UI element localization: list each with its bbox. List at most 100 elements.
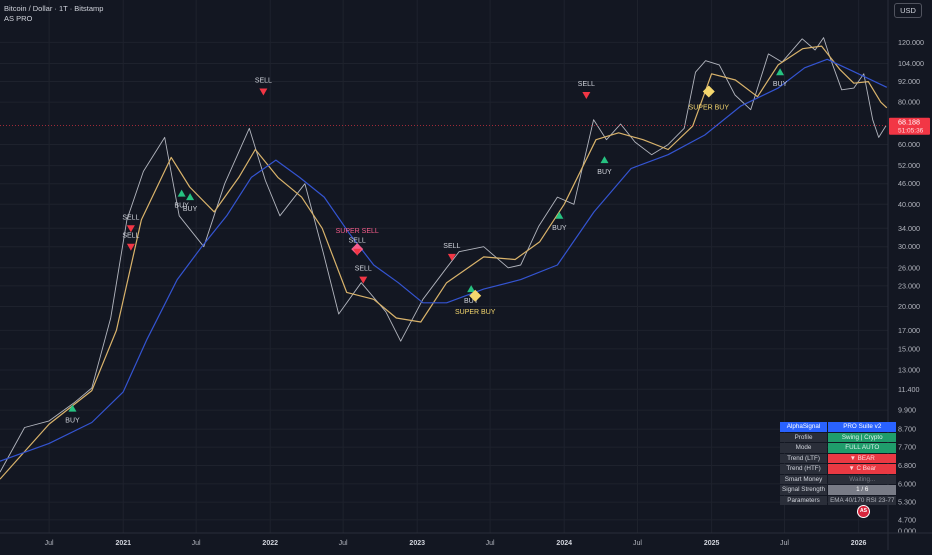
buy-marker bbox=[555, 211, 564, 219]
sell-label: SELL bbox=[122, 233, 139, 240]
info-table-value: FULL AUTO bbox=[828, 443, 897, 453]
sell-label: SELL bbox=[578, 81, 595, 88]
info-table-value: Swing | Crypto bbox=[828, 432, 897, 442]
buy-label: BUY bbox=[183, 206, 198, 213]
indicator-name: AS PRO bbox=[4, 14, 33, 23]
info-table-key: Signal Strength bbox=[780, 485, 828, 495]
super-buy-marker bbox=[469, 289, 482, 302]
super-buy-label: SUPER BUY bbox=[455, 309, 496, 316]
sell-label: SELL bbox=[349, 238, 366, 245]
info-table-value: ▼ C Bear bbox=[828, 464, 897, 474]
price-tick-label: 7.700 bbox=[898, 443, 916, 452]
buy-label: BUY bbox=[65, 418, 80, 425]
sell-marker bbox=[582, 91, 591, 99]
info-table-key: Trend (LTF) bbox=[780, 453, 828, 463]
sell-label: SELL bbox=[355, 266, 372, 273]
info-table-key: Parameters bbox=[780, 495, 828, 505]
buy-label: BUY bbox=[174, 203, 189, 210]
buy-marker bbox=[177, 189, 186, 197]
last-price-badge bbox=[889, 117, 930, 135]
price-tick-label: 17.000 bbox=[898, 326, 920, 335]
info-table-key: Profile bbox=[780, 432, 828, 442]
sell-label: SELL bbox=[443, 243, 460, 250]
price-tick-label: 80.000 bbox=[898, 98, 920, 107]
symbol-title: Bitcoin / Dollar · 1T · Bitstamp bbox=[4, 4, 104, 13]
sell-marker bbox=[359, 276, 368, 284]
time-axis-label: 2022 bbox=[262, 540, 278, 547]
buy-marker bbox=[186, 193, 195, 201]
sell-marker bbox=[126, 225, 135, 233]
info-table-row: Trend (HTF) ▼ C Bear bbox=[780, 464, 897, 474]
price-tick-label: 30.000 bbox=[898, 242, 920, 251]
info-table-key: AlphaSignal bbox=[780, 422, 828, 432]
price-tick-label: 120.000 bbox=[898, 38, 924, 47]
price-tick-label: 9.900 bbox=[898, 406, 916, 415]
info-table-row: AlphaSignal PRO Suite v2 bbox=[780, 422, 897, 432]
info-table-row: Smart Money Waiting... bbox=[780, 474, 897, 484]
time-axis-label: 2024 bbox=[556, 540, 572, 547]
time-axis-label: 2025 bbox=[704, 540, 720, 547]
price-tick-label: 0.000 bbox=[898, 527, 916, 536]
sell-marker bbox=[353, 248, 362, 256]
time-axis-label: Jul bbox=[633, 540, 642, 547]
price-tick-label: 23.000 bbox=[898, 281, 920, 290]
buy-marker bbox=[68, 404, 77, 412]
buy-label: BUY bbox=[773, 81, 788, 88]
info-table-row: Mode FULL AUTO bbox=[780, 443, 897, 453]
price-tick-label: 11.400 bbox=[898, 385, 919, 394]
buy-marker bbox=[467, 285, 476, 293]
currency-badge[interactable]: USD bbox=[894, 3, 922, 18]
time-axis-label: 2026 bbox=[851, 540, 867, 547]
time-axis-label: Jul bbox=[339, 540, 348, 547]
time-axis-label: 2023 bbox=[409, 540, 425, 547]
buy-label: BUY bbox=[552, 225, 567, 232]
price-tick-label: 46.000 bbox=[898, 179, 920, 188]
price-tick-label: 20.000 bbox=[898, 302, 920, 311]
info-table-value: PRO Suite v2 bbox=[828, 422, 897, 432]
info-table-row: Profile Swing | Crypto bbox=[780, 432, 897, 442]
countdown-label: 51:05:36 bbox=[898, 128, 924, 135]
price-tick-label: 26.000 bbox=[898, 263, 920, 272]
price-tick-label: 34.000 bbox=[898, 224, 920, 233]
sell-marker bbox=[259, 88, 268, 96]
time-axis-label: Jul bbox=[486, 540, 495, 547]
buy-marker bbox=[776, 68, 785, 76]
price-tick-label: 60.000 bbox=[898, 140, 920, 149]
price-tick-label: 5.300 bbox=[898, 498, 916, 507]
info-table-value: EMA 40/170 RSI 23-77 bbox=[828, 495, 897, 505]
buy-label: BUY bbox=[597, 169, 612, 176]
info-table-key: Smart Money bbox=[780, 474, 828, 484]
price-tick-label: 13.000 bbox=[898, 365, 920, 374]
super-buy-marker bbox=[702, 85, 715, 98]
price-tick-label: 6.000 bbox=[898, 479, 916, 488]
sell-marker bbox=[447, 253, 456, 261]
series-line-ema_fast bbox=[0, 45, 888, 480]
price-tick-label: 15.000 bbox=[898, 344, 920, 353]
last-price-label: 68.188 bbox=[898, 118, 920, 127]
time-axis-label: Jul bbox=[45, 540, 54, 547]
buy-marker bbox=[600, 156, 609, 164]
info-table-key: Mode bbox=[780, 443, 828, 453]
super-sell-label: SUPER SELL bbox=[336, 228, 379, 235]
sell-label: SELL bbox=[255, 77, 272, 84]
price-tick-label: 92.000 bbox=[898, 77, 920, 86]
sell-label: SELL bbox=[122, 214, 139, 221]
time-axis-label: 2021 bbox=[115, 540, 131, 547]
info-table-row: Trend (LTF) ▼ BEAR bbox=[780, 453, 897, 463]
super-buy-label: SUPER BUY bbox=[689, 104, 730, 111]
price-tick-label: 104.000 bbox=[898, 59, 924, 68]
info-table-value: ▼ BEAR bbox=[828, 453, 897, 463]
info-table-row: Signal Strength 1 / 6 bbox=[780, 485, 897, 495]
price-tick-label: 8.700 bbox=[898, 425, 916, 434]
buy-label: BUY bbox=[464, 298, 479, 305]
sell-marker bbox=[126, 243, 135, 251]
info-table-row: Parameters EMA 40/170 RSI 23-77 bbox=[780, 495, 897, 505]
price-tick-label: 4.700 bbox=[898, 515, 916, 524]
price-tick-label: 52.000 bbox=[898, 161, 920, 170]
time-axis-label: Jul bbox=[192, 540, 201, 547]
info-table-value: Waiting... bbox=[828, 474, 897, 484]
time-axis-label: Jul bbox=[780, 540, 789, 547]
